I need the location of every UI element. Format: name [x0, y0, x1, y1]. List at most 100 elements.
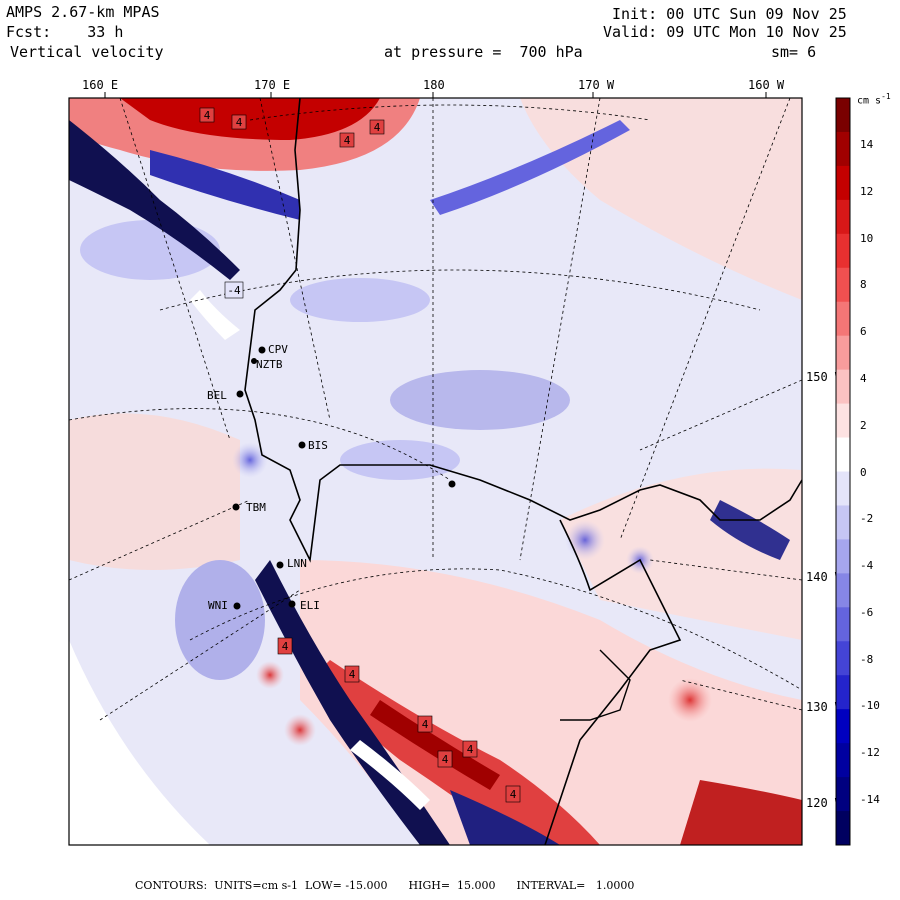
station-label-nztb: NZTB: [256, 358, 283, 371]
blue-band-nw: [150, 150, 300, 220]
svg-text:4: 4: [236, 116, 243, 129]
contour-label-8: 4: [417, 715, 433, 733]
station-label-bel: BEL: [207, 389, 227, 402]
colorbar-segment: [836, 675, 850, 710]
gap-1: [190, 290, 240, 340]
forecast-label: Fcst: 33 h: [6, 24, 123, 40]
contour-labels: 4 4 4 4 -4 4 4 4 4 4 4: [199, 107, 521, 803]
colorbar-segment: [836, 641, 850, 676]
colorbar-tick-label: -2: [860, 512, 874, 526]
colorbar-segment: [836, 267, 850, 303]
ice-rise: [560, 649, 631, 721]
forecast-hours: 33 h: [87, 23, 124, 41]
colorbar-tick-label: 2: [860, 418, 867, 432]
colorbar-segment: [836, 709, 850, 744]
stations: CPV NZTB BEL BIS TBM LNN WNI ELI: [207, 343, 456, 612]
colorbar-tick-label: 12: [860, 184, 874, 198]
station-label-wni: WNI: [208, 599, 228, 612]
blue-blob-1: [565, 520, 605, 560]
svg-text:4: 4: [467, 743, 474, 756]
station-label-eli: ELI: [300, 599, 320, 612]
station-dot-bis: [298, 441, 306, 449]
colorbar-segment: [836, 607, 850, 642]
blue-patch-5: [340, 440, 460, 480]
colorbar-units-exp: -1: [881, 92, 891, 101]
colorbar-tick-label: 14: [860, 138, 874, 151]
red-core-south: [370, 700, 500, 790]
colorbar-segment: [836, 369, 850, 405]
blue-patch-4: [175, 560, 265, 680]
contour-label-9: 4: [462, 740, 478, 758]
station-dot-lnn: [276, 561, 284, 569]
colorbar-segment: [836, 539, 850, 574]
pressure-level: at pressure = 700 hPa: [384, 43, 583, 61]
map-area: [69, 98, 802, 845]
contour-label-4: 4: [369, 119, 385, 135]
colorbar-tick-label: -8: [860, 652, 874, 666]
colorbar-tick-label: -14: [860, 793, 880, 806]
colorbar-segment: [836, 437, 850, 472]
colorbar-tick-label: -4: [860, 559, 874, 573]
red-core-north: [120, 98, 380, 140]
colorbar-segment: [836, 131, 850, 167]
station-label-bis: BIS: [308, 439, 328, 452]
station-label-tbm: TBM: [246, 501, 266, 514]
svg-text:4: 4: [349, 668, 356, 681]
colorbar-tick-label: 6: [860, 325, 867, 339]
init-time: Init: 00 UTC Sun 09 Nov 25: [612, 5, 847, 23]
station-label-cpv: CPV: [268, 343, 288, 356]
blue-patch-1: [390, 370, 570, 430]
blue-streak-north: [430, 120, 630, 215]
colorbar-segment: [836, 301, 850, 337]
red-blob-3: [284, 714, 316, 746]
colorbar-segment: [836, 777, 850, 812]
valid-time: Valid: 09 UTC Mon 10 Nov 25: [603, 23, 847, 41]
contour-footer: CONTOURS: UNITS=cm s-1 LOW= -15.000 HIGH…: [0, 879, 900, 892]
gap-2: [350, 740, 430, 810]
outside-domain: [69, 640, 210, 845]
colorbar-units-text: cm s: [857, 95, 882, 107]
colorbar-units: cm s-1: [857, 92, 891, 106]
contour-label-2: 4: [231, 114, 247, 130]
svg-text:4: 4: [344, 134, 351, 147]
station-dot-tbm: [232, 503, 240, 511]
red-band-se: [680, 780, 802, 845]
colorbar-segment: [836, 98, 850, 133]
colorbar-tick-label: -6: [860, 605, 874, 619]
colorbar-tick-label: 10: [860, 231, 874, 245]
svg-text:4: 4: [282, 640, 289, 653]
colorbar-segment: [836, 573, 850, 608]
field-name: Vertical velocity: [10, 43, 164, 61]
colorbar-tick-label: 0: [860, 465, 867, 479]
svg-text:4: 4: [442, 753, 449, 766]
contour-label-1: 4: [199, 107, 215, 123]
blue-patch-2: [290, 278, 430, 322]
svg-text:4: 4: [204, 109, 211, 122]
smoothing: sm= 6: [771, 43, 817, 61]
model-title: AMPS 2.67-km MPAS: [6, 3, 160, 21]
colorbar-segment: [836, 505, 850, 540]
svg-text:4: 4: [374, 121, 381, 134]
station-dot-pole: [448, 480, 456, 488]
colorbar-tick-label: 4: [860, 371, 867, 385]
contour-label-3: 4: [339, 132, 355, 148]
pink-zone-west: [69, 413, 240, 570]
colorbar-tick-label: -12: [860, 746, 880, 760]
colorbar-segment: [836, 811, 850, 846]
svg-text:4: 4: [422, 718, 429, 731]
colorbar-segment: [836, 165, 850, 201]
lon-label-160e: 160 E: [82, 78, 119, 92]
svg-text:4: 4: [510, 788, 517, 801]
lon-label-180: 180: [423, 78, 445, 92]
red-blob-2: [668, 678, 712, 722]
colorbar-frame: [835, 97, 851, 846]
station-dot-nztb: [251, 358, 257, 364]
station-label-lnn: LNN: [287, 557, 307, 570]
svg-text:-4: -4: [227, 284, 241, 297]
dark-band-nw: [69, 120, 240, 280]
lon-label-170e: 170 E: [254, 78, 291, 92]
contour-label-10: 4: [437, 750, 453, 768]
blue-blob-2: [232, 442, 268, 478]
grounding-line: [544, 519, 682, 845]
